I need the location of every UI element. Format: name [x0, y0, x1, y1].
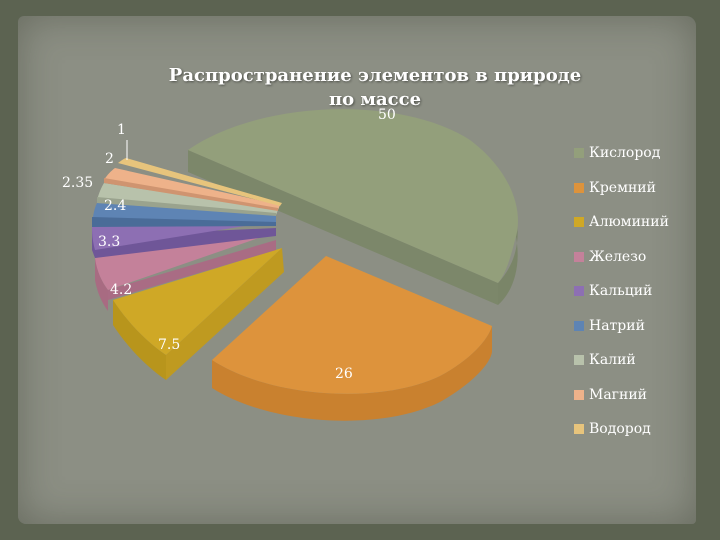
legend-label: Железо	[589, 248, 647, 265]
legend-label: Натрий	[589, 317, 645, 334]
legend-swatch	[574, 389, 584, 400]
legend-item-magnesium[interactable]: Магний	[574, 378, 669, 413]
slice-sodium[interactable]	[92, 203, 276, 227]
label-calcium: 3.3	[98, 234, 120, 250]
legend-label: Водород	[589, 421, 651, 438]
chart-title-line1: Распространение элементов в природе	[168, 65, 582, 86]
legend-item-calcium[interactable]: Кальций	[574, 274, 669, 309]
label-silicon: 26	[335, 366, 353, 382]
label-aluminum: 7.5	[158, 337, 180, 353]
legend-item-hydrogen[interactable]: Водород	[574, 412, 669, 447]
legend-item-oxygen[interactable]: Кислород	[574, 136, 669, 171]
legend-item-sodium[interactable]: Натрий	[574, 309, 669, 344]
slice-silicon[interactable]	[212, 256, 492, 421]
chart-title: Распространение элементов в природе по м…	[100, 64, 650, 112]
slice-iron[interactable]	[95, 232, 276, 311]
legend-swatch	[574, 320, 584, 331]
legend-swatch	[574, 251, 584, 262]
slice-magnesium[interactable]	[104, 168, 280, 211]
legend-label: Кремний	[589, 179, 656, 196]
slice-calcium[interactable]	[92, 221, 276, 258]
legend-item-potassium[interactable]: Калий	[574, 343, 669, 378]
chart-title-line2: по массе	[328, 89, 422, 110]
legend-item-iron[interactable]: Железо	[574, 240, 669, 275]
legend-label: Магний	[589, 386, 648, 403]
label-hydrogen: 1	[117, 122, 126, 138]
label-oxygen: 50	[378, 107, 396, 123]
slice-aluminum[interactable]	[113, 248, 284, 380]
label-magnesium: 2	[105, 151, 114, 167]
legend-label: Кальций	[589, 283, 653, 300]
slice-oxygen[interactable]	[188, 109, 518, 305]
legend-swatch	[574, 217, 584, 228]
legend-item-aluminum[interactable]: Алюминий	[574, 205, 669, 240]
label-sodium: 2.4	[104, 198, 126, 214]
legend-swatch	[574, 148, 584, 159]
slice-potassium[interactable]	[97, 183, 278, 216]
legend-swatch	[574, 182, 584, 193]
label-potassium: 2.35	[62, 175, 93, 191]
slice-hydrogen[interactable]	[118, 158, 282, 206]
legend-item-silicon[interactable]: Кремний	[574, 171, 669, 206]
legend-label: Кислород	[589, 145, 661, 162]
legend-swatch	[574, 355, 584, 366]
legend-label: Калий	[589, 352, 636, 369]
label-iron: 4.2	[110, 282, 132, 298]
legend-label: Алюминий	[589, 214, 669, 231]
legend-swatch	[574, 424, 584, 435]
chart-legend: Кислород Кремний Алюминий Железо Кальций…	[574, 136, 669, 447]
legend-swatch	[574, 286, 584, 297]
